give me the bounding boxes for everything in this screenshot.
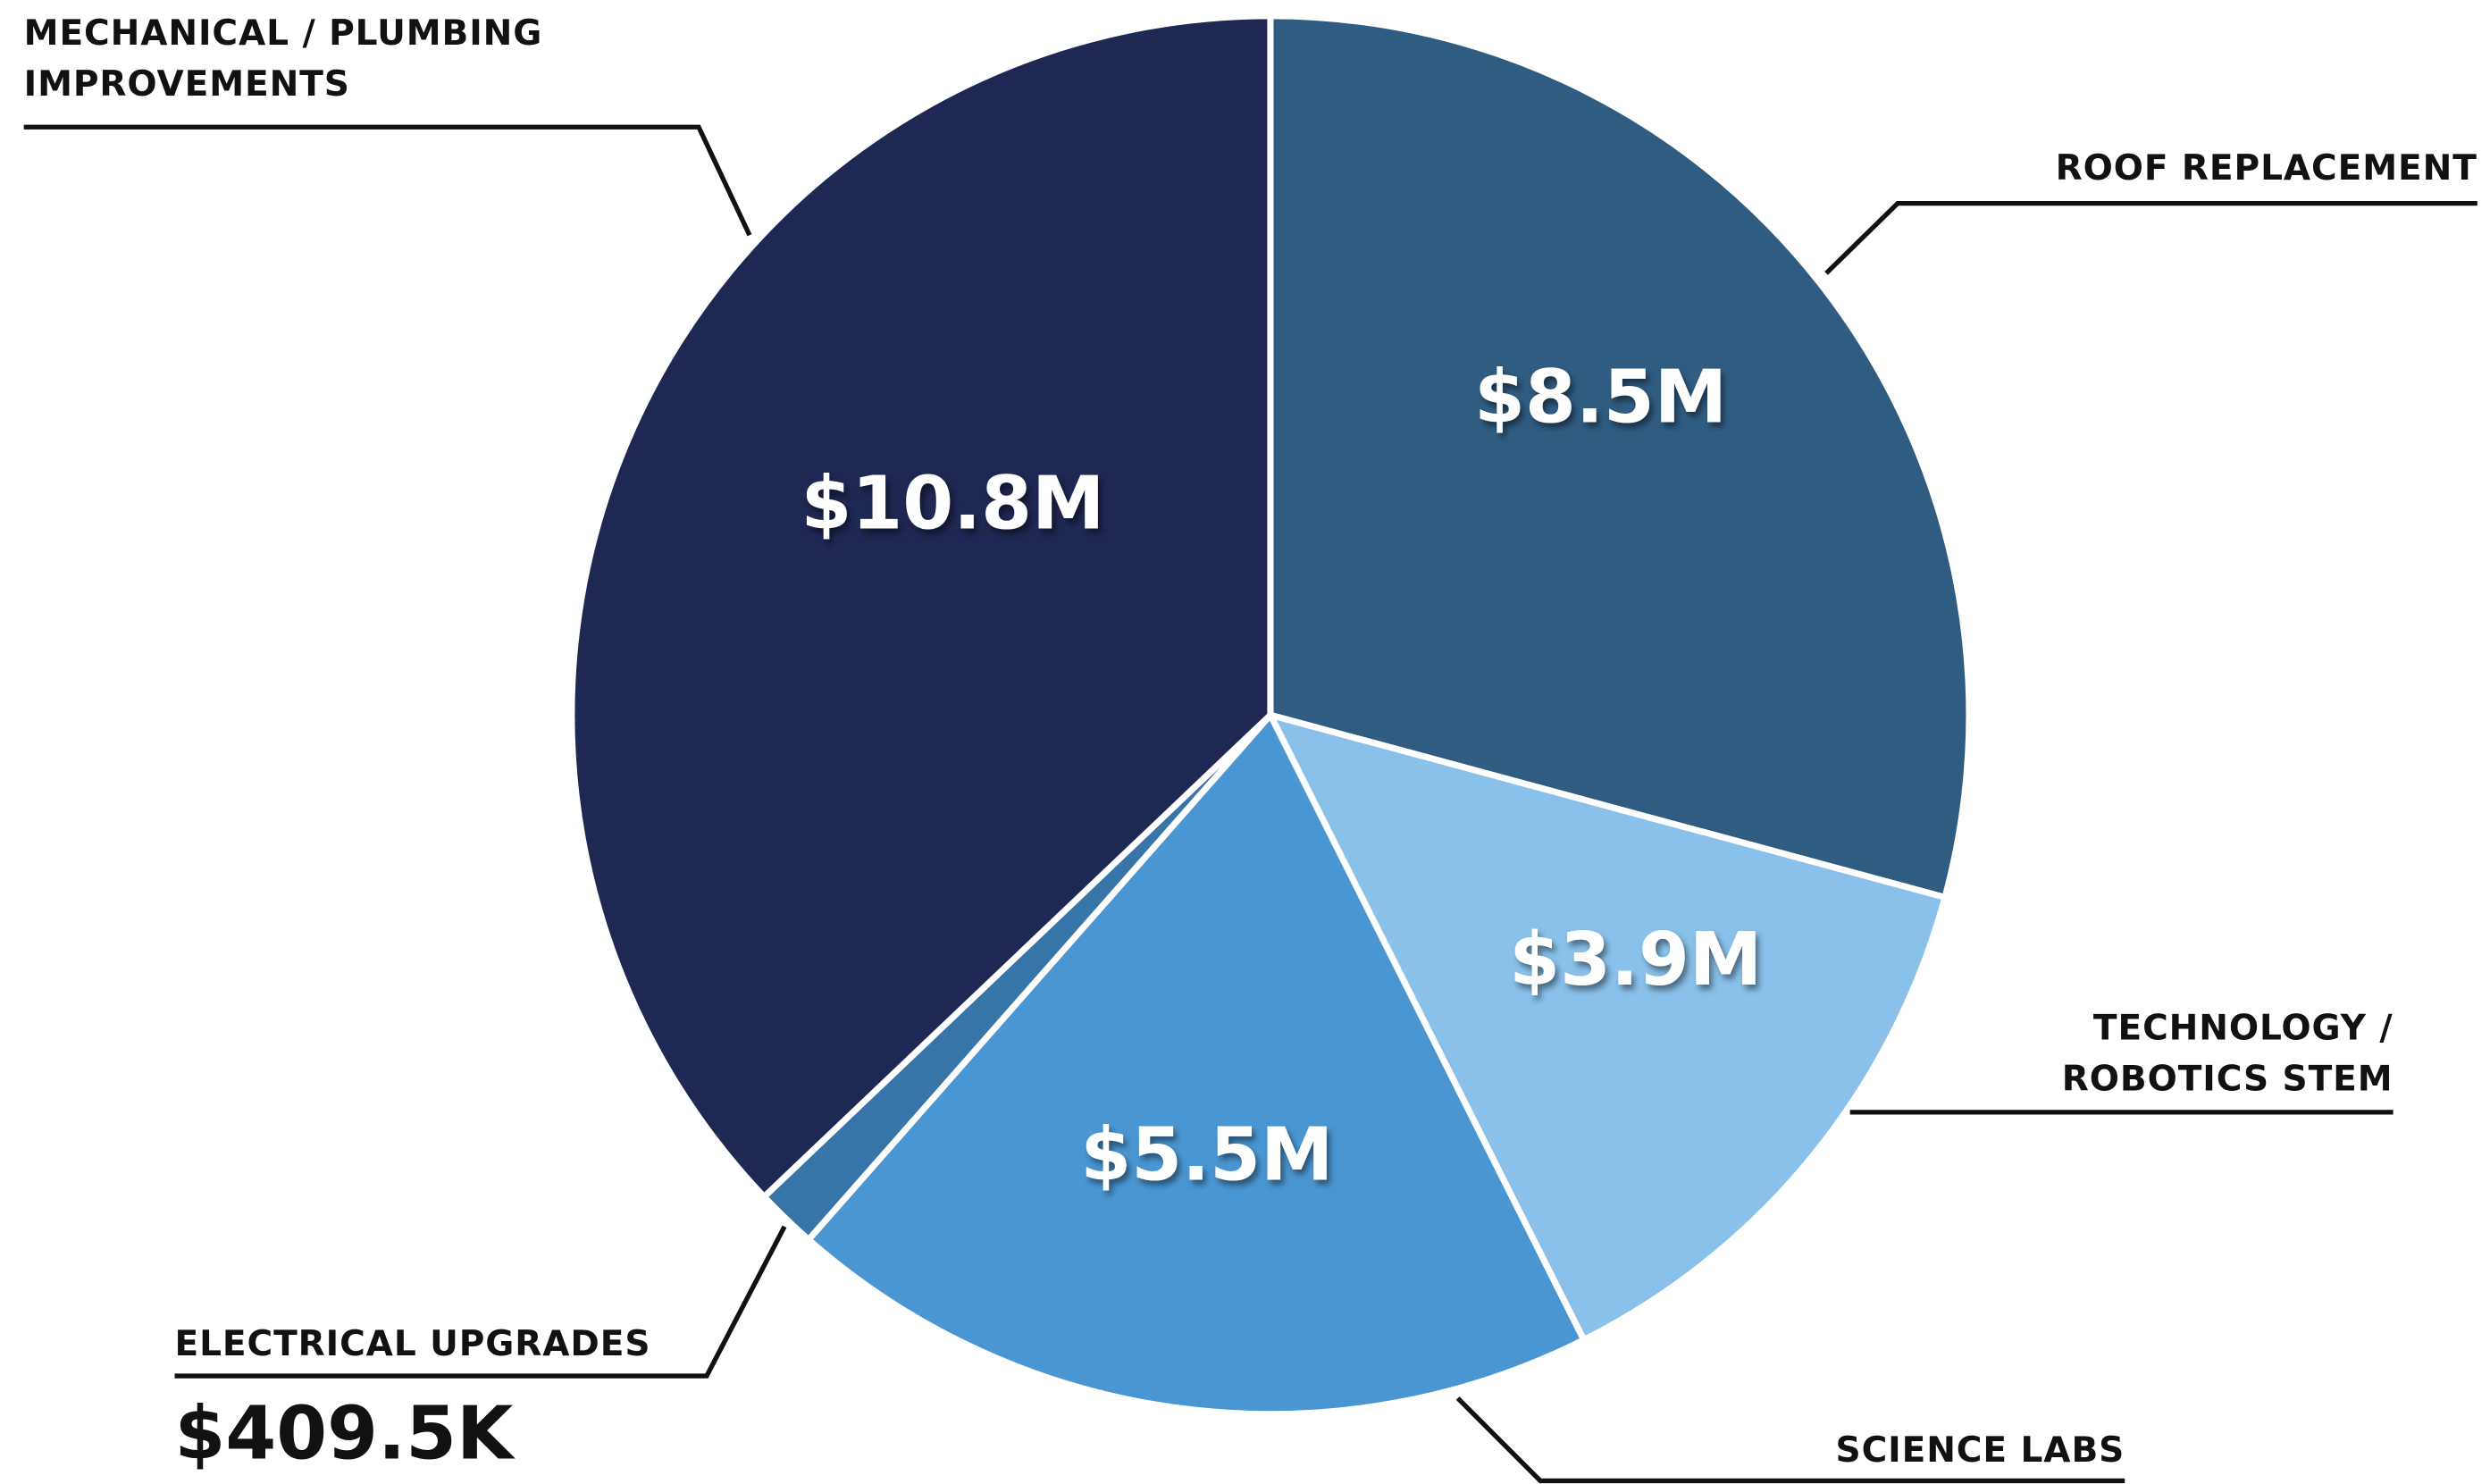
pie-slice: [1267, 13, 1973, 901]
value-label: $10.8M: [801, 462, 1104, 547]
category-label: ROOF REPLACEMENT: [2056, 148, 2477, 189]
category-label: ELECTRICAL UPGRADES: [175, 1324, 651, 1364]
leader-line: [174, 1225, 787, 1379]
pie-slice: [568, 13, 1274, 1201]
value-label: $8.5M: [1474, 355, 1727, 440]
labels: ROOF REPLACEMENT $8.5M TECHNOLOGY / ROBOTIC…: [23, 13, 2477, 1484]
pie-slice: [1267, 711, 1949, 1344]
category-label: TECHNOLOGY / ROBOTICS STEM: [2062, 1008, 2394, 1099]
pie: [568, 13, 1973, 1418]
leader-line: [23, 124, 752, 237]
value-label: $3.9M: [1509, 918, 1762, 1002]
pie-slice: [805, 711, 1588, 1418]
leader-line: [1455, 1396, 2125, 1484]
value-label: $409.5K: [175, 1392, 516, 1477]
category-label: SCIENCE LABS: [1836, 1430, 2125, 1471]
category-label: MECHANICAL / PLUMBING IMPROVEMENTS: [24, 13, 543, 105]
leader-line: [1824, 200, 2477, 275]
value-label: $5.5M: [1080, 1113, 1333, 1198]
